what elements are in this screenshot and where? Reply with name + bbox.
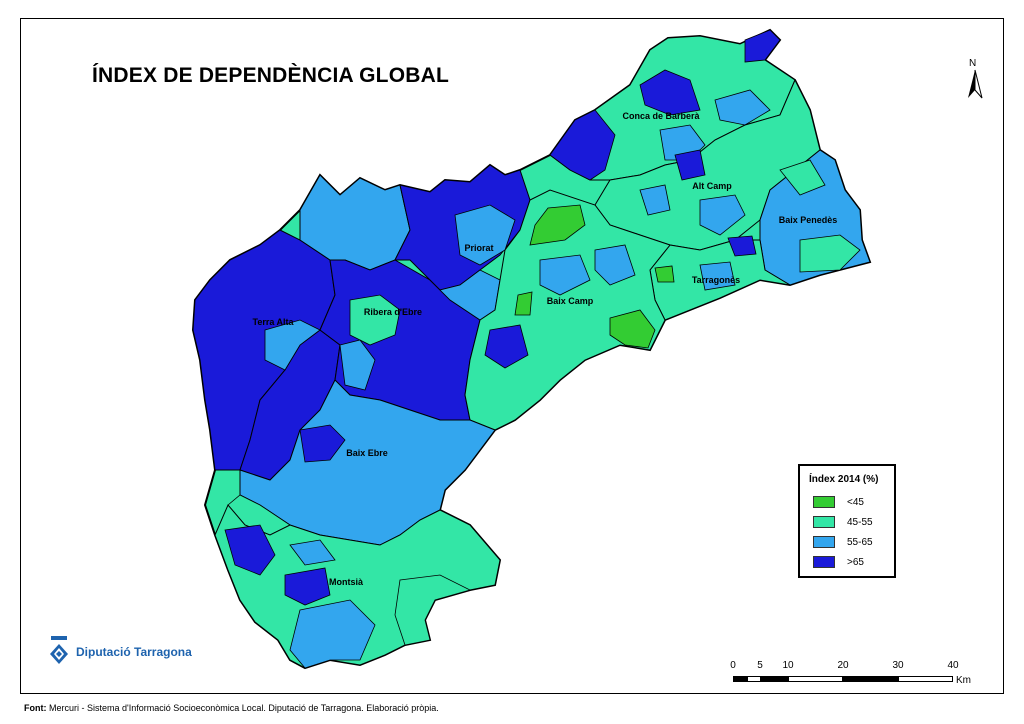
scale-tick: 5: [757, 660, 763, 671]
region-ribera-west: [339, 339, 376, 391]
legend-swatch: [813, 536, 835, 548]
legend-item: 45-55: [813, 515, 873, 529]
label-terra-alta: Terra Alta: [252, 317, 294, 327]
region-baix-penedes-green: [799, 234, 861, 273]
source-note: Font: Mercuri - Sistema d'Informació Soc…: [24, 703, 439, 713]
scale-segment: [747, 676, 761, 682]
region-montsia-blue1: [224, 524, 276, 576]
north-label: N: [969, 58, 977, 69]
region-tarragones-green: [654, 265, 675, 283]
legend-label: >65: [847, 556, 864, 568]
scale-tick: 30: [892, 660, 904, 671]
label-conca: Conca de Barberà: [622, 111, 700, 121]
legend-item: 55-65: [813, 535, 873, 549]
diputacio-logo: Diputació Tarragona: [48, 634, 192, 670]
region-baix-camp-lb2: [594, 244, 636, 286]
scale-segment: [733, 676, 747, 682]
scale-segment: [843, 676, 898, 682]
scale-tick: 10: [782, 660, 794, 671]
map-title: ÍNDEX DE DEPENDÈNCIA GLOBAL: [92, 64, 449, 87]
north-arrow-icon: [968, 69, 983, 99]
legend-item: >65: [813, 555, 864, 569]
legend-swatch: [813, 556, 835, 568]
region-baix-camp-green3: [609, 309, 656, 349]
region-baix-penedes-green2: [779, 159, 826, 196]
region-alt-camp-lb1: [699, 194, 746, 236]
region-montsia-lb: [289, 599, 376, 669]
legend-item: <45: [813, 495, 864, 509]
region-montsia-blue2: [284, 567, 331, 606]
label-priorat: Priorat: [464, 243, 493, 253]
label-baix-camp: Baix Camp: [547, 296, 594, 306]
legend-swatch: [813, 496, 835, 508]
map-legend: Índex 2014 (%) <45 45-55 55-65 >65: [798, 464, 896, 578]
region-montsia-lb2: [289, 539, 336, 566]
region-conca-ne: [744, 29, 781, 63]
region-conca-west: [549, 109, 616, 181]
label-ribera: Ribera d'Ebre: [364, 307, 422, 317]
source-text: Mercuri - Sistema d'Informació Socioecon…: [49, 703, 439, 713]
label-baix-ebre: Baix Ebre: [346, 448, 388, 458]
region-alt-camp-lb2: [639, 184, 671, 216]
scale-tick: 20: [837, 660, 849, 671]
scale-segment: [898, 676, 953, 682]
region-baix-camp-lb1: [539, 254, 591, 296]
scale-segment: [788, 676, 843, 682]
region-terra-alta-mid: [264, 319, 321, 371]
legend-swatch: [813, 516, 835, 528]
region-tarragones-lb: [699, 261, 736, 291]
label-alt-camp: Alt Camp: [692, 181, 732, 191]
legend-title: Índex 2014 (%): [809, 474, 879, 485]
region-baix-ebre-blue: [299, 424, 346, 463]
region-baix-camp-blue: [484, 324, 529, 369]
diputacio-logo-icon: [50, 636, 68, 664]
region-ribera-center: [349, 294, 401, 346]
legend-label: <45: [847, 496, 864, 508]
source-label: Font:: [24, 703, 47, 713]
region-conca-north: [639, 69, 701, 116]
label-montsia: Montsià: [329, 577, 364, 587]
north-arrow: N: [964, 58, 986, 102]
scale-tick: 0: [730, 660, 736, 671]
label-tarragones: Tarragonès: [692, 275, 740, 285]
logo-text: Diputació Tarragona: [76, 645, 192, 659]
region-ebre-delta: [394, 574, 472, 646]
region-conca-east: [714, 89, 771, 126]
label-baix-penedes: Baix Penedès: [779, 215, 838, 225]
legend-label: 55-65: [847, 536, 873, 548]
region-baix-camp-green2: [514, 291, 533, 316]
legend-label: 45-55: [847, 516, 873, 528]
region-baix-camp-green1: [529, 204, 586, 246]
scale-tick: 40: [947, 660, 959, 671]
region-alt-camp-blue: [674, 149, 706, 181]
scale-segment: [761, 676, 788, 682]
scale-unit: Km: [956, 675, 971, 686]
scale-bar: 0 5 10 20 30 40 Km: [726, 660, 971, 690]
region-tarragones-blue: [727, 235, 757, 257]
